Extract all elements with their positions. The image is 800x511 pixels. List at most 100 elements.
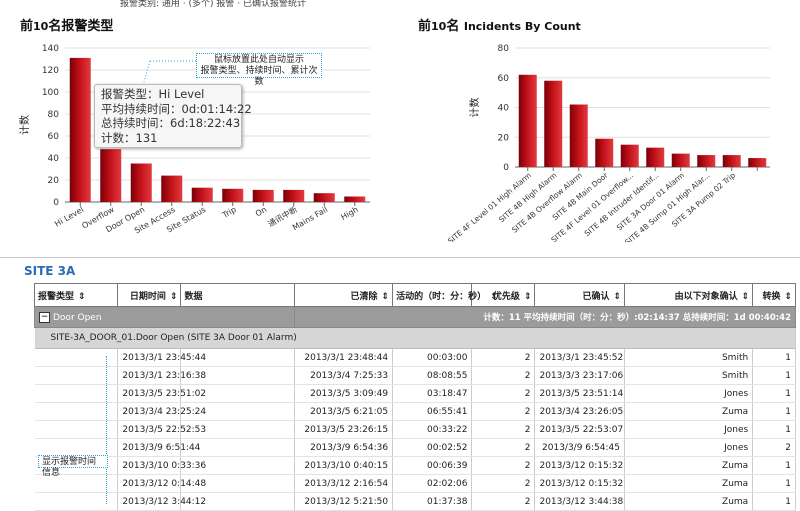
chart-left-title: 前10名报警类型 [20, 19, 114, 34]
table-row[interactable]: 2013/3/5 23:51:02 2013/3/5 3:09:49 03:18:4… [34, 384, 796, 403]
header-alarm-type[interactable]: 报警类型 ⇕ [33, 283, 119, 307]
cell-data [180, 384, 296, 403]
cell-priority: 2 [471, 366, 536, 385]
cell-datetime: 2013/3/4 23:25:24 [117, 402, 206, 421]
sort-icon[interactable]: ⇕ [784, 291, 792, 302]
cell-ack-by: Smith [624, 348, 754, 367]
sort-icon[interactable]: ⇕ [523, 291, 532, 302]
y-tick-label: 100 [42, 88, 59, 98]
callout-line [106, 356, 107, 504]
cell-priority: 2 [471, 474, 536, 493]
cell-acknowledged: 2013/3/5 22:53:07 [534, 420, 625, 439]
header-label: 日期时间 [129, 291, 166, 302]
bar [191, 187, 213, 202]
cell-datetime: 2013/3/12 3:44:12 [117, 492, 206, 511]
cell-type [34, 348, 119, 367]
collapse-icon[interactable]: − [39, 311, 50, 323]
tooltip-type: 报警类型：Hi Level [101, 87, 205, 101]
group-row[interactable]: − Door Open 计数：11 平均持续时间（时：分：秒）:02:14:37 … [33, 306, 796, 328]
cell-active: 00:02:52 [392, 438, 473, 457]
y-tick-label: 40 [48, 154, 60, 164]
cell-ack-by: Smith [624, 366, 754, 385]
cell-type [34, 402, 119, 421]
bar [69, 57, 91, 203]
header-cleared[interactable]: 已清除 ⇕ [294, 283, 394, 307]
y-tick-label: 80 [48, 110, 60, 120]
table-row[interactable]: 2013/3/12 0:14:48 2013/3/12 2:16:54 02:02:… [34, 474, 796, 493]
header-acknowledged[interactable]: 已确认 ⇕ [534, 283, 625, 307]
cell-priority: 2 [471, 384, 536, 403]
sort-icon[interactable]: ⇕ [78, 291, 86, 302]
cell-active: 08:08:55 [392, 366, 473, 385]
header-label: 转换 [762, 291, 781, 302]
header-label: 已确认 [582, 291, 610, 302]
header-transitions[interactable]: 转换 ⇕ [752, 283, 796, 307]
cell-acknowledged: 2013/3/1 23:45:52 [534, 348, 625, 367]
y-tick-label: 20 [48, 176, 60, 186]
cell-priority: 2 [471, 420, 536, 439]
bar [252, 189, 274, 202]
subgroup-label: SITE-3A_DOOR_01.Door Open (SITE 3A Door … [34, 327, 796, 349]
cell-priority: 2 [471, 456, 536, 475]
cell-cleared: 2013/3/10 0:40:15 [294, 456, 394, 475]
cell-acknowledged: 2013/3/9 6:54:45 [534, 438, 625, 457]
cell-active: 02:02:06 [392, 474, 473, 493]
table-row[interactable]: 2013/3/9 6:51:44 2013/3/9 6:54:36 00:02:52… [34, 438, 796, 457]
table-header-row: 报警类型⇕日期时间⇕数据已清除⇕活动的（时：分：秒）⇕优先级⇕已确认⇕由以下对象… [33, 283, 796, 307]
sort-icon[interactable]: ⇕ [741, 291, 750, 302]
cell-datetime: 2013/3/10 0:33:36 [117, 456, 206, 475]
y-tick-label: 80 [498, 44, 510, 54]
x-tick-label: On [254, 205, 268, 218]
bar [344, 196, 366, 202]
y-tick-label: 20 [498, 133, 510, 143]
section-title: SITE 3A [24, 264, 76, 278]
cell-data [180, 366, 296, 385]
cell-active: 00:03:00 [392, 348, 473, 367]
y-tick-label: 140 [42, 44, 59, 54]
subgroup-row[interactable]: SITE-3A_DOOR_01.Door Open (SITE 3A Door … [34, 327, 796, 349]
callout-pointer [143, 60, 196, 83]
divider [0, 257, 800, 258]
header-label: 由以下对象确认 [674, 291, 738, 302]
cell-data [180, 402, 296, 421]
cell-transitions: 1 [752, 474, 796, 493]
cell-type [34, 366, 119, 385]
bar [283, 189, 305, 202]
cell-datetime: 2013/3/5 22:52:53 [117, 420, 206, 439]
table-row[interactable]: 2013/3/1 23:16:38 2013/3/4 7:25:33 08:08:5… [34, 366, 796, 385]
x-tick-label: Hi Level [53, 205, 85, 229]
chart-right-title: 前10名 Incidents By Count [418, 19, 581, 34]
cell-transitions: 2 [752, 438, 796, 457]
cell-priority: 2 [471, 438, 536, 457]
table-row[interactable]: 2013/3/12 3:44:12 2013/3/12 5:21:50 01:37:… [34, 492, 796, 511]
table-row[interactable]: 2013/3/1 23:45:44 2013/3/1 23:48:44 00:03:… [34, 348, 796, 367]
y-axis-label: 计数 [468, 98, 481, 118]
header-label: 已清除 [350, 291, 378, 302]
cell-active: 03:18:47 [392, 384, 473, 403]
header-active[interactable]: 活动的（时：分：秒）⇕ [392, 283, 498, 307]
cell-datetime: 2013/3/12 0:14:48 [117, 474, 206, 493]
sort-icon[interactable]: ⇕ [613, 291, 621, 302]
cell-datetime: 2013/3/1 23:16:38 [117, 366, 206, 385]
cell-transitions: 1 [752, 492, 796, 511]
cell-data [180, 348, 296, 367]
cell-datetime: 2013/3/5 23:51:02 [117, 384, 206, 403]
cell-datetime: 2013/3/1 23:45:44 [117, 348, 206, 367]
bar [100, 149, 122, 202]
bar [595, 138, 614, 167]
table-row[interactable]: 2013/3/4 23:25:24 2013/3/5 6:21:05 06:55:4… [34, 402, 796, 421]
group-summary: 计数：11 平均持续时间（时：分：秒）:02:14:37 总持续时间：1d 00… [294, 306, 796, 328]
header-label: 数据 [184, 291, 203, 302]
table-row[interactable]: 2013/3/5 22:52:53 2013/3/5 23:26:15 00:33:… [34, 420, 796, 439]
header-datetime[interactable]: 日期时间 ⇕ [117, 283, 182, 307]
sort-icon[interactable]: ⇕ [169, 291, 178, 302]
cell-ack-by: Zuma [624, 474, 754, 493]
cell-active: 00:33:22 [392, 420, 473, 439]
header-ack-by[interactable]: 由以下对象确认 ⇕ [623, 283, 754, 307]
cell-ack-by: Jones [624, 384, 754, 403]
cell-transitions: 1 [752, 456, 796, 475]
y-tick-label: 0 [53, 198, 59, 208]
table-row[interactable]: 2013/3/10 0:33:36 2013/3/10 0:40:15 00:06:… [34, 456, 796, 475]
sort-icon[interactable]: ⇕ [381, 291, 390, 302]
header-data[interactable]: 数据 [180, 283, 296, 307]
